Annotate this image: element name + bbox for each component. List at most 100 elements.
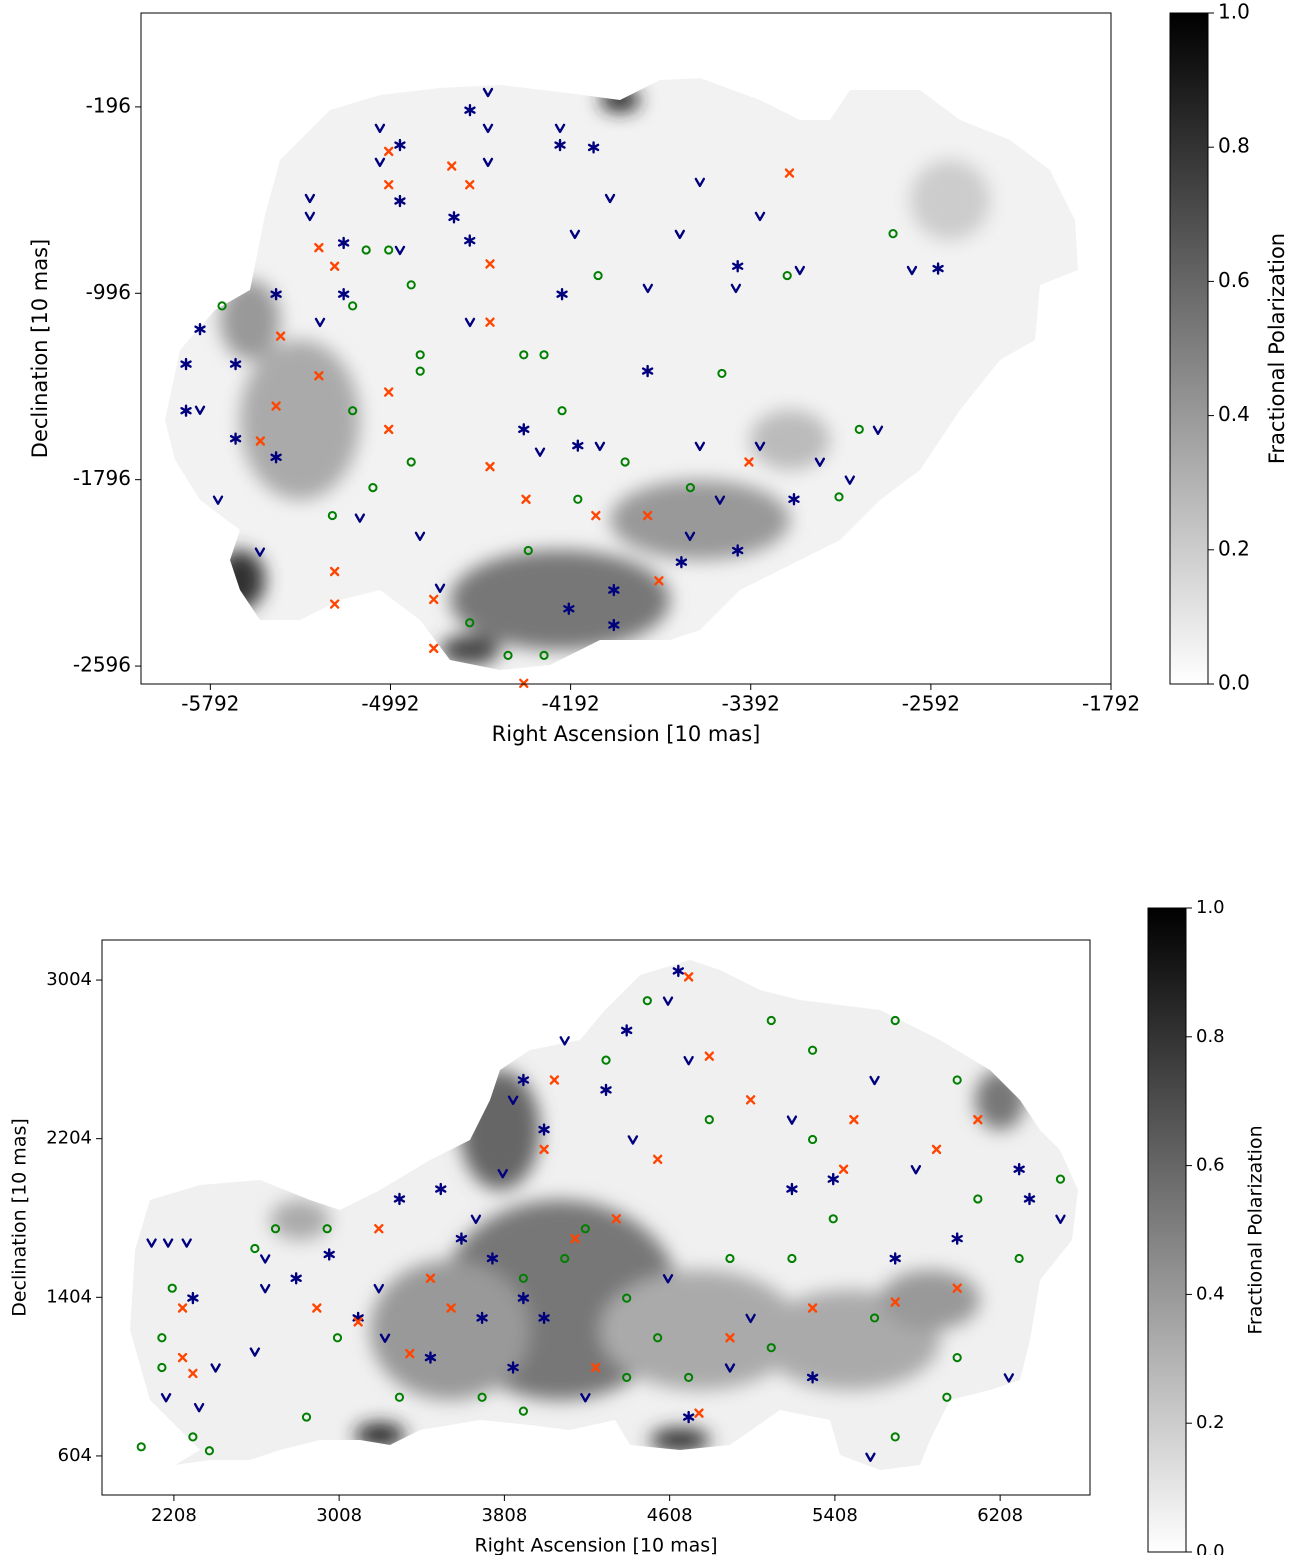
x-tick-label: -4992 [361, 692, 419, 716]
point [591, 510, 601, 521]
point [429, 594, 439, 605]
point [464, 234, 476, 247]
point [570, 1233, 580, 1244]
point [327, 510, 337, 521]
x-axis-label: Right Ascension [10 mas] [474, 1535, 717, 1555]
point [254, 547, 266, 557]
point [394, 1392, 405, 1402]
point [942, 1392, 952, 1402]
colorbar [1169, 12, 1209, 685]
point [464, 317, 476, 328]
point [869, 1313, 880, 1323]
point [952, 1283, 962, 1293]
point [641, 364, 654, 378]
point [167, 1283, 177, 1293]
point [429, 643, 439, 654]
point [559, 1036, 570, 1046]
point [470, 1214, 482, 1224]
point [394, 194, 406, 208]
point [348, 406, 358, 416]
point [538, 1123, 550, 1136]
point [518, 1406, 528, 1416]
point [580, 1224, 590, 1234]
point [766, 1343, 776, 1353]
point [465, 180, 475, 190]
point [684, 1372, 694, 1383]
point [683, 1055, 694, 1066]
point [194, 322, 206, 336]
point [337, 288, 350, 301]
point [906, 265, 918, 276]
point [383, 180, 394, 190]
point [160, 1393, 172, 1403]
point [787, 1253, 797, 1264]
point [270, 1224, 281, 1234]
point [394, 245, 406, 256]
point [745, 1313, 756, 1324]
point [323, 1248, 335, 1261]
point [405, 1348, 415, 1359]
point [1055, 1214, 1066, 1224]
point [518, 423, 530, 436]
point [162, 1238, 174, 1248]
colorbar-label: Fractional Polarization [1245, 1125, 1267, 1334]
colorbar-tick-label: 0.4 [1218, 402, 1250, 426]
point [210, 1363, 221, 1373]
point [414, 531, 426, 542]
point [931, 1144, 942, 1155]
point [784, 168, 795, 178]
point [270, 288, 282, 301]
point [620, 1024, 633, 1037]
point [869, 1075, 880, 1086]
point [180, 404, 192, 417]
point [368, 482, 378, 493]
point [406, 280, 416, 290]
point [786, 1115, 798, 1125]
point [590, 1362, 601, 1373]
point [523, 545, 533, 556]
colorbar-tick-label: 0.6 [1196, 1155, 1225, 1176]
point [1013, 1163, 1025, 1176]
point [329, 566, 340, 577]
point [393, 1192, 406, 1206]
point [446, 1303, 456, 1313]
point [301, 1412, 312, 1422]
point [482, 123, 494, 134]
colorbar-tick-label: 0.8 [1218, 134, 1250, 158]
y-tick-label: -196 [86, 93, 131, 117]
point [890, 1015, 900, 1026]
point [807, 1045, 818, 1055]
point [714, 495, 726, 505]
point [503, 650, 513, 660]
point [424, 1351, 437, 1364]
point [704, 1051, 715, 1061]
point [717, 368, 727, 379]
point [519, 678, 529, 689]
point [435, 1182, 447, 1196]
point [662, 1274, 674, 1284]
point [642, 996, 652, 1006]
point [730, 283, 742, 294]
y-tick-label: 1404 [46, 1286, 92, 1307]
point [177, 1352, 188, 1363]
point [476, 1311, 488, 1325]
point [731, 544, 744, 557]
colorbar-tick-label: 0.0 [1196, 1541, 1225, 1555]
point [374, 157, 386, 168]
point [517, 1073, 530, 1087]
y-axis-label: Declination [10 mas] [9, 1118, 31, 1317]
y-tick-label: 604 [58, 1445, 92, 1466]
point [838, 1164, 849, 1174]
point [337, 236, 350, 250]
point [622, 1372, 632, 1383]
point [560, 1253, 570, 1264]
point [1023, 1192, 1036, 1206]
point [353, 1317, 363, 1327]
point [694, 1408, 704, 1418]
point [482, 87, 494, 98]
point [872, 425, 884, 436]
point [425, 1273, 436, 1283]
point [383, 424, 394, 435]
point [394, 138, 406, 152]
